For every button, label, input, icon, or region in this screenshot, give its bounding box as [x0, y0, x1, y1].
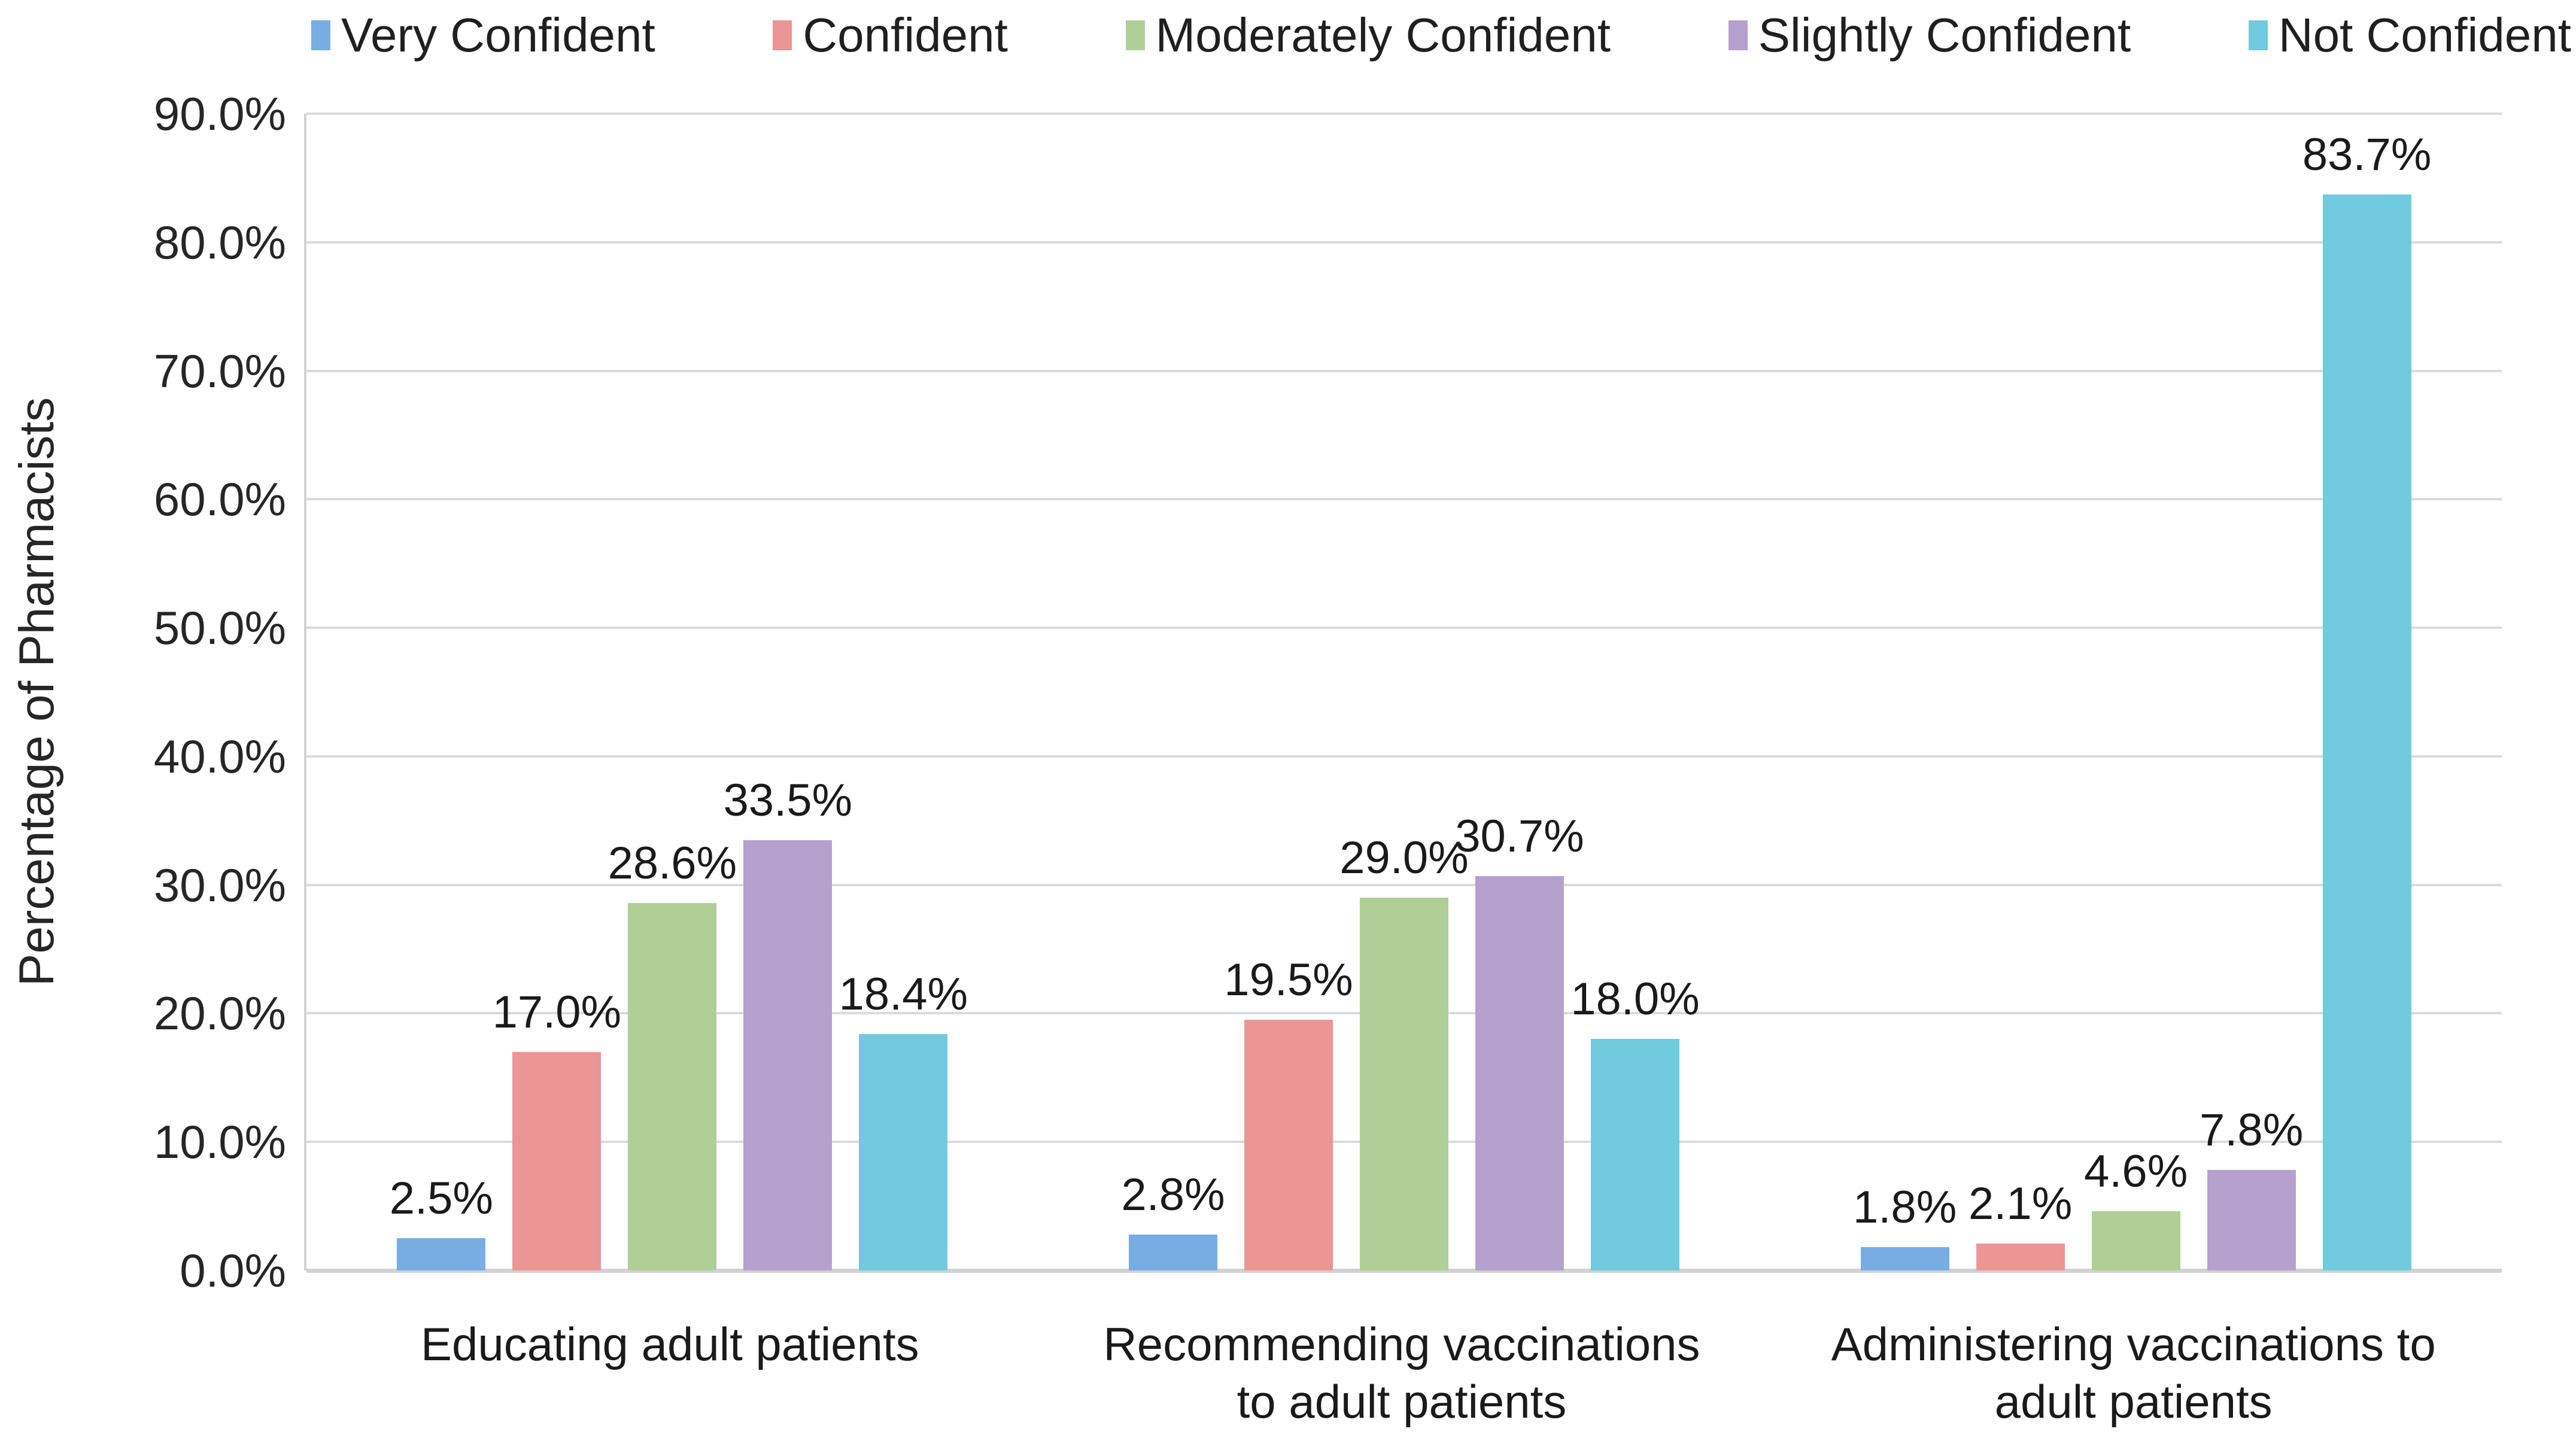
bar[interactable]: 28.6% [608, 840, 737, 1270]
bar-value-label: 7.8% [2200, 1105, 2304, 1156]
bar-group: 1.8% 2.1% 4.6% 7.8% 83.7% [1770, 114, 2502, 1270]
y-tick-label: 0.0% [180, 1244, 286, 1297]
legend-swatch-icon [1125, 20, 1145, 50]
x-category-label: Administering vaccinations to adult patie… [1767, 1315, 2499, 1430]
bar[interactable]: 18.4% [839, 971, 968, 1270]
y-tick-label: 70.0% [153, 344, 286, 397]
gridline [306, 627, 2502, 630]
bar-value-label: 1.8% [1853, 1182, 1957, 1233]
bar-value-label: 17.0% [492, 986, 622, 1038]
bar-value-label: 29.0% [1339, 832, 1469, 884]
bar-value-label: 2.8% [1121, 1169, 1225, 1220]
bar[interactable]: 2.8% [1121, 1172, 1225, 1270]
bar[interactable]: 18.0% [1570, 977, 1700, 1270]
gridline [306, 241, 2502, 244]
bar[interactable]: 2.1% [1969, 1181, 2072, 1270]
bar-value-label: 18.4% [839, 968, 968, 1020]
legend-item[interactable]: Confident [773, 8, 1008, 62]
y-tick-label: 90.0% [153, 87, 286, 140]
gridline [306, 498, 2502, 501]
legend-label: Slightly Confident [1758, 8, 2131, 62]
bar-value-label: 18.0% [1570, 974, 1700, 1025]
bar-value-label: 19.5% [1224, 954, 1353, 1006]
legend-label: Moderately Confident [1155, 8, 1611, 62]
bar-value-label: 4.6% [2084, 1146, 2188, 1197]
bar[interactable]: 29.0% [1339, 835, 1469, 1270]
y-tick-label: 10.0% [153, 1115, 286, 1169]
legend-label: Confident [803, 8, 1008, 62]
bar-value-label: 2.5% [389, 1173, 493, 1224]
y-tick-label: 60.0% [153, 473, 286, 526]
bar[interactable]: 19.5% [1224, 957, 1353, 1270]
legend-label: Not Confident [2278, 8, 2571, 62]
legend-swatch-icon [773, 20, 792, 50]
legend-swatch-icon [2248, 20, 2268, 50]
gridline [306, 883, 2502, 886]
bar[interactable]: 7.8% [2200, 1108, 2303, 1270]
y-tick-label: 20.0% [153, 987, 286, 1040]
x-axis-line [306, 1269, 2502, 1273]
legend-item[interactable]: Very Confident [311, 11, 655, 59]
legend-label: Very Confident [341, 8, 655, 62]
bar[interactable]: 2.5% [390, 1176, 493, 1270]
x-category-label-line: to adult patients [1237, 1375, 1567, 1428]
x-category-label-line: Administering vaccinations to [1831, 1318, 2436, 1370]
gridline [306, 369, 2502, 372]
y-tick-label: 30.0% [153, 858, 286, 911]
legend-item[interactable]: Not Confident [2248, 8, 2571, 62]
legend-item[interactable]: Slightly Confident [1728, 8, 2131, 62]
x-category-label: Recommending vaccinations to adult patien… [1036, 1315, 1768, 1430]
bar[interactable]: 17.0% [493, 989, 621, 1270]
x-category-label-line: Educating adult patients [421, 1318, 919, 1370]
y-axis-title: Percentage of Pharmacists [10, 397, 64, 987]
bar[interactable]: 1.8% [1853, 1185, 1957, 1270]
gridline [306, 113, 2502, 115]
legend-swatch-icon [311, 20, 330, 50]
y-tick-label: 80.0% [153, 215, 286, 269]
legend: Very Confident Confident Moderately Confid… [311, 0, 2571, 71]
bar[interactable]: 33.5% [724, 777, 852, 1270]
x-category-label-line: Recommending vaccinations [1103, 1318, 1700, 1370]
bar-value-label: 83.7% [2302, 129, 2432, 181]
x-category-label-line: adult patients [1994, 1375, 2273, 1428]
bar-group: 2.5% 17.0% 28.6% 33.5% 18.4% [306, 114, 1038, 1270]
bar-value-label: 33.5% [723, 774, 853, 826]
bar-value-label: 28.6% [607, 837, 737, 889]
bar[interactable]: 30.7% [1455, 813, 1584, 1270]
legend-swatch-icon [1728, 20, 1748, 50]
plot-area: 2.5% 17.0% 28.6% 33.5% 18.4% 2.8% 19.5% 29.0% 30… [304, 113, 2502, 1273]
bar[interactable]: 83.7% [2302, 132, 2431, 1270]
y-tick-label: 40.0% [153, 729, 286, 783]
bar-value-label: 2.1% [1969, 1178, 2073, 1229]
bar-value-label: 30.7% [1455, 810, 1584, 862]
y-tick-label: 50.0% [153, 601, 286, 655]
legend-item[interactable]: Moderately Confident [1125, 8, 1611, 62]
bar-group: 2.8% 19.5% 29.0% 30.7% 18.0% [1038, 114, 1770, 1270]
gridline [306, 755, 2502, 758]
bar[interactable]: 4.6% [2084, 1149, 2188, 1270]
x-category-label: Educating adult patients [304, 1315, 1036, 1373]
